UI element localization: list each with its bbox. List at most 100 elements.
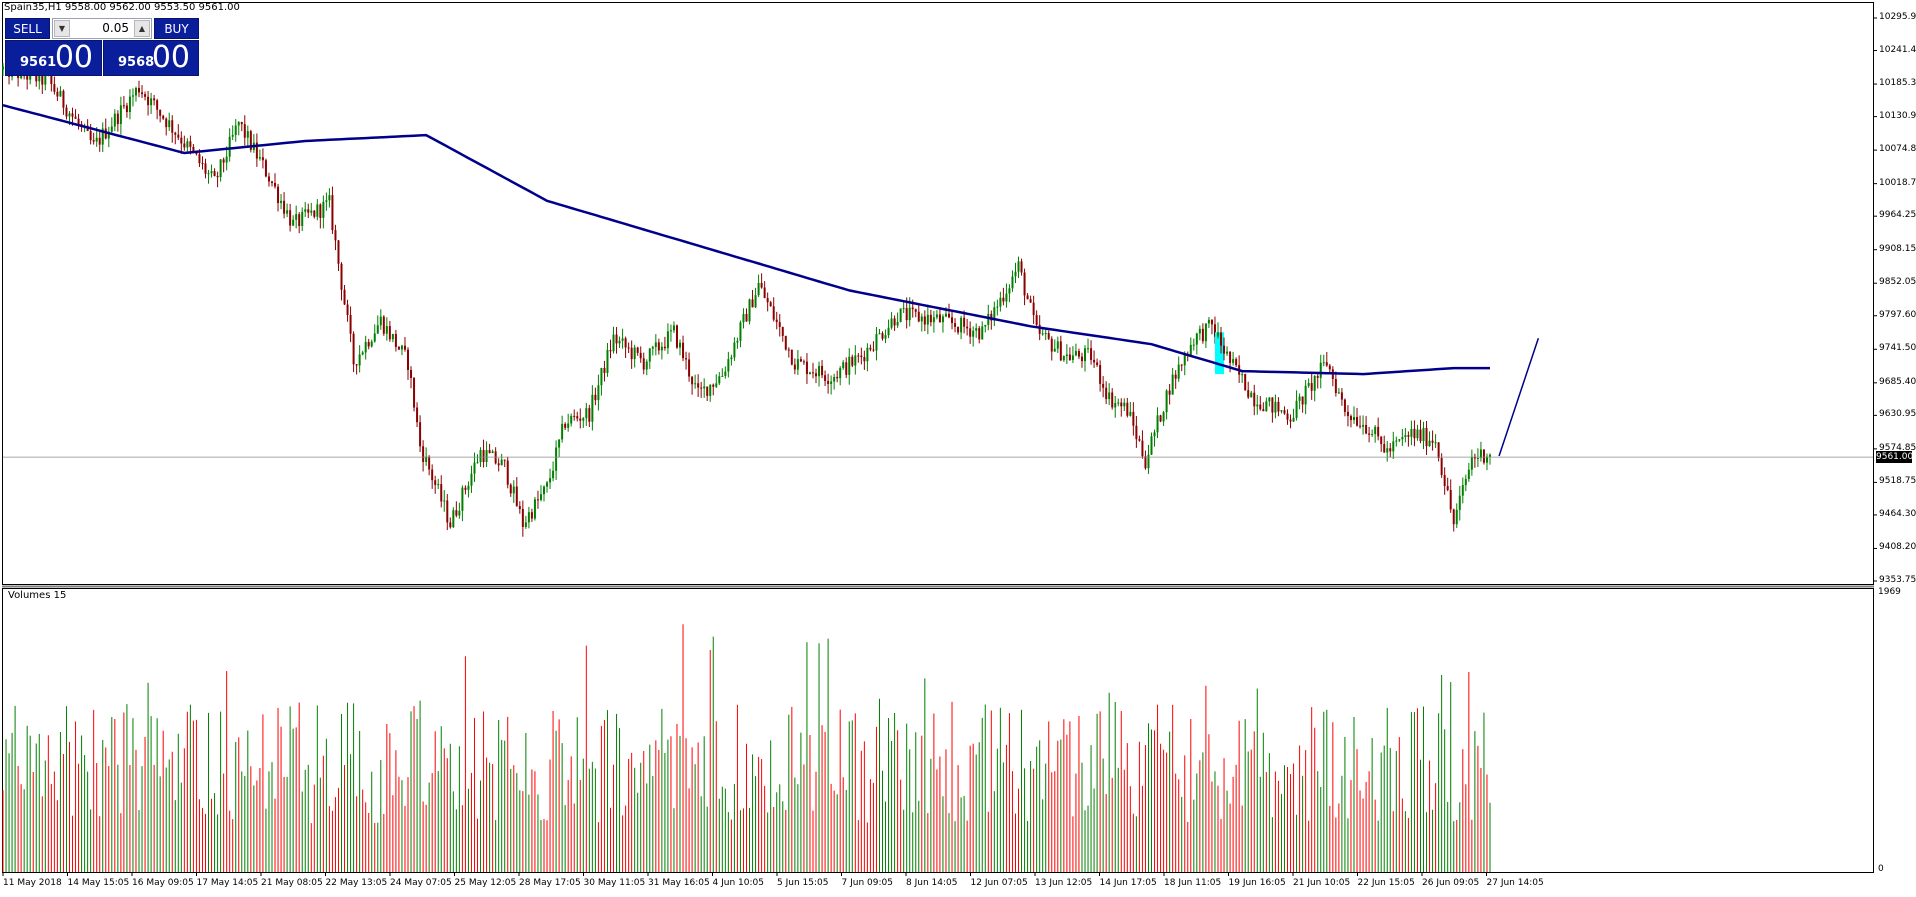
candle-body [630, 347, 633, 360]
candle-body [162, 115, 165, 119]
candle-body [174, 132, 177, 135]
lot-increase-icon[interactable]: ▲ [134, 20, 150, 37]
candle-body [449, 522, 452, 528]
candle-body [280, 200, 283, 204]
candle-body [1434, 442, 1437, 444]
time-tick-label: 22 May 13:05 [325, 878, 388, 888]
candle-body [1044, 333, 1047, 335]
candle-body [751, 299, 754, 308]
candle-body [757, 282, 760, 296]
candle-body [896, 321, 899, 326]
candle-body [899, 308, 902, 322]
candle-body [304, 209, 307, 212]
candle-body [530, 512, 533, 519]
candle-body [62, 90, 65, 108]
moving-average-line [2, 103, 1490, 376]
candle-body [1059, 341, 1062, 361]
candle-body [627, 347, 630, 349]
candle-body [373, 333, 376, 342]
candle-body [772, 306, 775, 320]
candle-body [860, 355, 863, 358]
candle-body [1029, 299, 1032, 303]
candle-body [422, 446, 425, 462]
time-tick-label: 28 May 17:05 [519, 878, 581, 888]
candle-body [1071, 355, 1074, 361]
candle-body [1093, 359, 1096, 363]
candle-body [1020, 261, 1023, 273]
candle-body [328, 195, 331, 201]
candle-body [370, 341, 373, 347]
candle-body [216, 175, 219, 178]
price-tick-label: 9852.05 [1879, 277, 1916, 288]
sell-button[interactable]: SELL [5, 18, 50, 39]
candle-body [881, 333, 884, 339]
candle-body [969, 328, 972, 337]
candle-body [1298, 396, 1301, 401]
candle-body [361, 352, 364, 355]
ask-price-pips: 00 [151, 40, 190, 75]
candle-body [1428, 440, 1431, 447]
candle-body [1032, 302, 1035, 316]
candle-body [1041, 333, 1044, 335]
candle-body [1141, 440, 1144, 457]
candle-body [951, 317, 954, 324]
candle-body [1286, 413, 1289, 420]
candle-body [1207, 319, 1210, 324]
candle-body [854, 355, 857, 366]
candle-body [712, 384, 715, 387]
bid-price-display[interactable]: 9561 00 [5, 40, 102, 76]
candle-body [141, 92, 144, 95]
lot-size-field[interactable]: ▼ 0.05 ▲ [52, 18, 152, 39]
candle-body [1473, 456, 1476, 459]
candle-body [283, 200, 286, 214]
candle-body [74, 116, 77, 119]
candle-body [1204, 323, 1207, 342]
price-tick-label: 9908.15 [1879, 243, 1916, 254]
candle-body [180, 137, 183, 144]
candle-body [549, 478, 552, 483]
candle-body [322, 201, 325, 218]
candle-body [633, 347, 636, 360]
candle-body [524, 522, 527, 527]
candle-body [1011, 276, 1014, 289]
time-tick-label: 16 May 09:05 [132, 878, 194, 888]
candle-body [533, 499, 536, 519]
candle-body [739, 322, 742, 341]
candle-body [1310, 383, 1313, 391]
candle-body [192, 146, 195, 152]
buy-button[interactable]: BUY [154, 18, 199, 39]
candle-body [376, 325, 379, 334]
candle-body [1265, 401, 1268, 412]
candle-body [470, 473, 473, 486]
candle-body [1313, 376, 1316, 391]
candle-body [805, 361, 808, 375]
candle-body [1232, 359, 1235, 363]
candle-body [101, 128, 104, 145]
candle-body [1147, 454, 1150, 469]
candle-body [775, 319, 778, 323]
candle-body [603, 367, 606, 373]
candle-body [811, 372, 814, 374]
time-tick-label: 19 Jun 16:05 [1228, 878, 1286, 888]
candle-body [249, 131, 252, 150]
candle-body [1126, 402, 1129, 416]
time-tick-label: 30 May 11:05 [583, 878, 646, 888]
candle-body [41, 70, 44, 85]
candle-body [337, 240, 340, 264]
candle-body [957, 326, 960, 333]
candle-body [397, 346, 400, 350]
candle-body [240, 122, 243, 125]
candle-body [1368, 433, 1371, 435]
time-tick-label: 22 Jun 15:05 [1357, 878, 1415, 888]
candle-body [1162, 412, 1165, 422]
ask-price-display[interactable]: 9568 00 [103, 40, 199, 76]
candle-body [1253, 392, 1256, 407]
candle-body [1090, 348, 1093, 360]
candle-body [645, 361, 648, 370]
candle-body [1283, 410, 1286, 414]
candle-body [1005, 293, 1008, 302]
candle-body [1410, 428, 1413, 437]
lot-decrease-icon[interactable]: ▼ [54, 20, 70, 37]
candle-body [440, 484, 443, 502]
